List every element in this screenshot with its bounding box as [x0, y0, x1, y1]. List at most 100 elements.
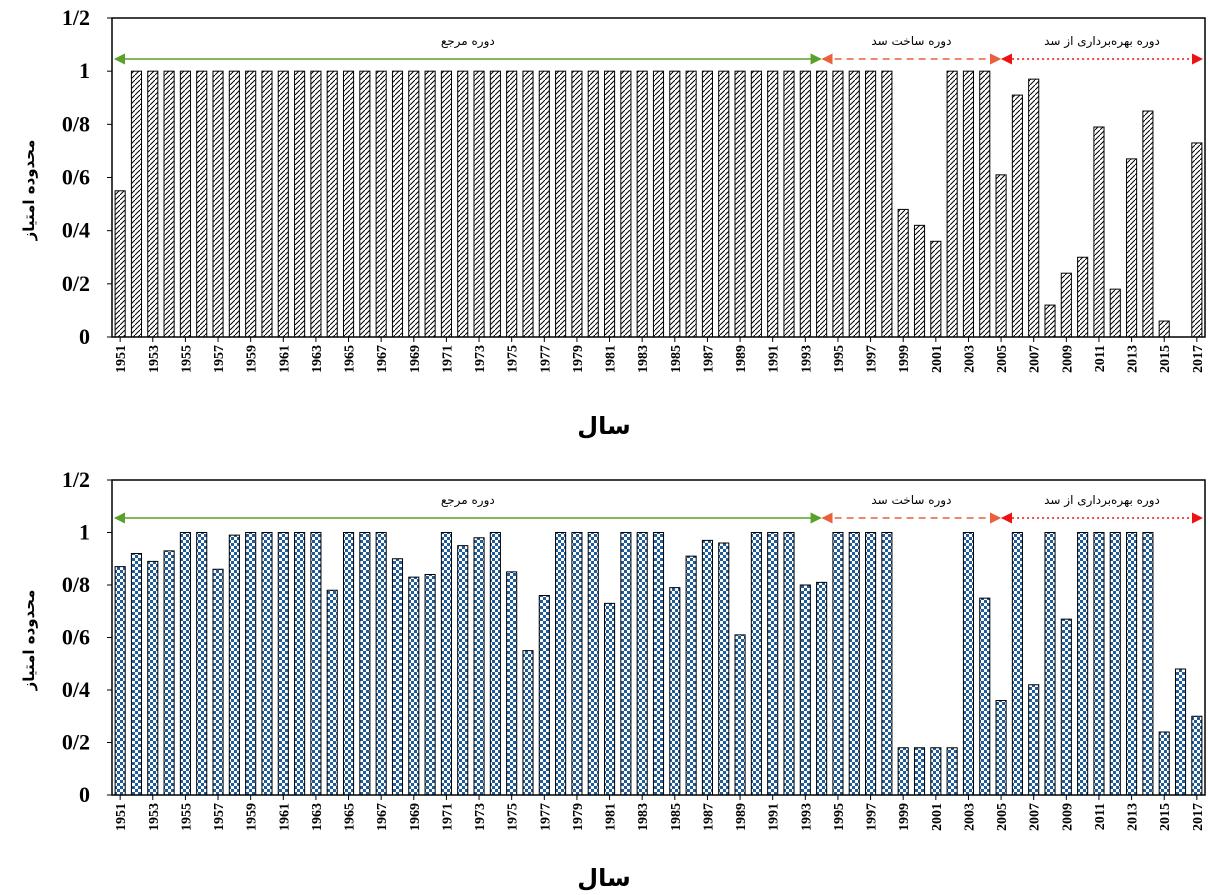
bar	[408, 576, 420, 796]
x-tick-label: 2003	[963, 345, 978, 373]
bar	[832, 532, 844, 796]
y-tick-label: 1/2	[62, 467, 90, 492]
bar	[375, 70, 387, 338]
bar	[930, 240, 942, 338]
bar	[506, 70, 518, 338]
bar	[457, 545, 469, 796]
x-tick-label: 1955	[179, 803, 194, 831]
bar	[473, 70, 485, 338]
bar	[147, 560, 159, 796]
y-tick-label: 0	[79, 782, 90, 807]
x-tick-label: 1981	[604, 345, 619, 373]
bar	[1028, 78, 1040, 338]
x-tick-label: 1997	[865, 803, 880, 831]
bar	[718, 70, 730, 338]
bar	[212, 568, 224, 796]
bar	[1109, 288, 1121, 338]
bar	[979, 70, 991, 338]
x-axis-label-top: سال	[577, 412, 630, 440]
bar	[228, 70, 240, 338]
bar	[359, 532, 371, 796]
bar	[130, 70, 143, 338]
x-tick-label: 1987	[701, 803, 716, 831]
bar	[555, 70, 567, 338]
bar	[163, 70, 175, 338]
bar	[750, 70, 762, 338]
bar	[897, 747, 909, 796]
bar	[669, 70, 681, 338]
bar	[522, 70, 534, 338]
y-tick-label: 0	[79, 324, 90, 349]
x-tick-label: 1971	[440, 345, 455, 373]
bar	[1142, 532, 1154, 796]
bar	[522, 650, 534, 796]
x-tick-label: 1993	[799, 803, 814, 831]
bar	[571, 532, 583, 796]
x-tick-label: 2001	[930, 803, 945, 831]
bar	[555, 532, 567, 796]
y-tick-label: 0/8	[62, 111, 90, 136]
bar	[440, 532, 452, 796]
y-tick-label: 1/2	[62, 5, 90, 30]
plot-frame	[111, 17, 1206, 338]
bar	[1093, 126, 1105, 338]
bar	[718, 542, 730, 796]
x-tick-label: 2015	[1158, 803, 1173, 831]
y-tick-label: 1	[79, 520, 90, 545]
x-tick-label: 2013	[1126, 803, 1141, 831]
bar	[261, 70, 273, 338]
bar	[326, 70, 338, 338]
x-tick-label: 2017	[1191, 803, 1206, 831]
bar	[636, 70, 648, 338]
bar	[212, 70, 224, 338]
x-axis-label-bottom: سال	[577, 864, 630, 892]
x-tick-label: 1953	[147, 803, 162, 831]
bar	[685, 70, 697, 338]
bar	[995, 700, 1007, 796]
bar	[228, 534, 240, 796]
x-tick-label: 2009	[1060, 803, 1075, 831]
bar	[865, 532, 877, 796]
x-tick-label: 1991	[767, 345, 782, 373]
x-tick-label: 1973	[473, 345, 488, 373]
plot-frame	[111, 479, 1206, 796]
x-tick-label: 1993	[799, 345, 814, 373]
period-label: دوره ساخت سد	[871, 34, 951, 49]
bar	[391, 558, 404, 796]
x-tick-label: 2003	[963, 803, 978, 831]
bar	[359, 70, 371, 338]
y-tick-label: 0/8	[62, 572, 90, 597]
x-axis-bottom: 1951 1953 1955 1957 1959 1961 1963 1965 1967 1969…	[114, 795, 1206, 831]
bar	[391, 70, 404, 338]
bar	[310, 532, 322, 796]
bar	[848, 70, 860, 338]
x-tick-label: 1951	[114, 803, 129, 831]
bar	[865, 70, 877, 338]
bar	[604, 602, 616, 796]
bar	[1126, 532, 1138, 796]
x-tick-label: 1991	[767, 803, 782, 831]
x-tick-label: 2017	[1191, 345, 1206, 373]
period-label: دوره ساخت سد	[871, 493, 951, 508]
bar	[799, 70, 811, 338]
bar	[734, 634, 746, 796]
bar	[457, 70, 469, 338]
bar	[1060, 618, 1072, 796]
x-tick-label: 1955	[179, 345, 194, 373]
bar	[196, 532, 208, 796]
bar	[604, 70, 616, 338]
x-tick-label: 1973	[473, 803, 488, 831]
bar	[1109, 532, 1121, 796]
bar	[1044, 532, 1056, 796]
bar	[571, 70, 583, 338]
bar	[734, 70, 746, 338]
bar	[848, 532, 860, 796]
y-axis-bottom: 0 0/2 0/4 0/6 0/8 1 1/2	[62, 467, 112, 807]
bar	[587, 532, 599, 796]
x-tick-label: 1995	[832, 803, 847, 831]
bar	[245, 532, 257, 796]
period-label: دوره مرجع	[441, 34, 495, 49]
bar	[750, 532, 762, 796]
x-tick-label: 1959	[245, 803, 260, 831]
